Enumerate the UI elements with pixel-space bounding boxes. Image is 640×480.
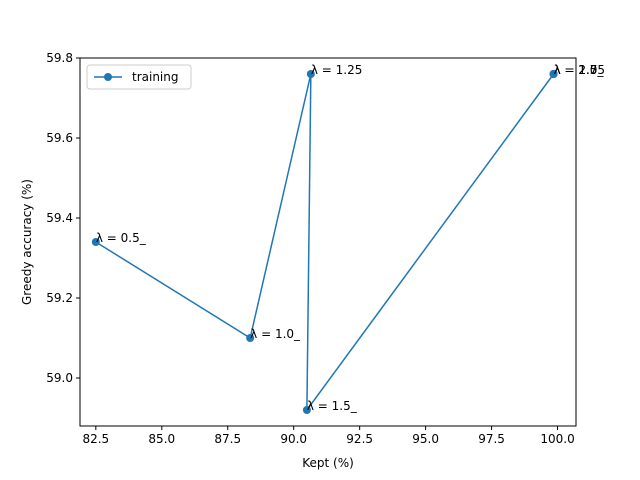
x-axis-label: Kept (%) [302, 456, 354, 470]
y-tick-label: 59.4 [46, 211, 73, 225]
x-tick-label: 100.0 [540, 432, 574, 446]
data-point [549, 70, 558, 78]
legend-marker-swatch [104, 73, 112, 81]
annotation-label: λ = 1.25 [311, 63, 363, 77]
y-axis-label: Greedy accuracy (%) [20, 179, 34, 305]
y-tick-label: 59.0 [46, 371, 73, 385]
annotation-label: λ = 1.5_ [307, 399, 358, 413]
axes-frame [79, 57, 577, 427]
x-tick-label: 87.5 [214, 432, 241, 446]
annotation-label: λ = 1.0_ [250, 327, 301, 341]
legend-entry-training: training [132, 70, 179, 84]
legend: training [86, 64, 192, 90]
x-axis-ticks: 82.5 85.0 87.5 90.0 92.5 95.0 97.5 100.0 [82, 426, 575, 446]
x-tick-label: 97.5 [478, 432, 505, 446]
x-tick-label: 92.5 [346, 432, 373, 446]
x-tick-label: 85.0 [148, 432, 175, 446]
annotation-label: λ = 1.75 [554, 63, 606, 77]
data-point [91, 238, 100, 246]
x-tick-label: 90.0 [280, 432, 307, 446]
data-point [246, 334, 255, 342]
y-tick-label: 59.2 [46, 291, 73, 305]
y-tick-label: 59.6 [46, 131, 73, 145]
y-axis-ticks: 59.0 59.2 59.4 59.6 59.8 [46, 51, 80, 385]
annotation-label: λ = 0.5_ [96, 231, 147, 245]
data-point [302, 406, 311, 414]
x-tick-label: 95.0 [412, 432, 439, 446]
data-point [306, 70, 315, 78]
series-layer [91, 70, 558, 414]
x-tick-label: 82.5 [82, 432, 109, 446]
legend-box [86, 64, 192, 90]
annotation-label: λ = 2.0_ [554, 63, 605, 77]
y-tick-label: 59.8 [46, 51, 73, 65]
